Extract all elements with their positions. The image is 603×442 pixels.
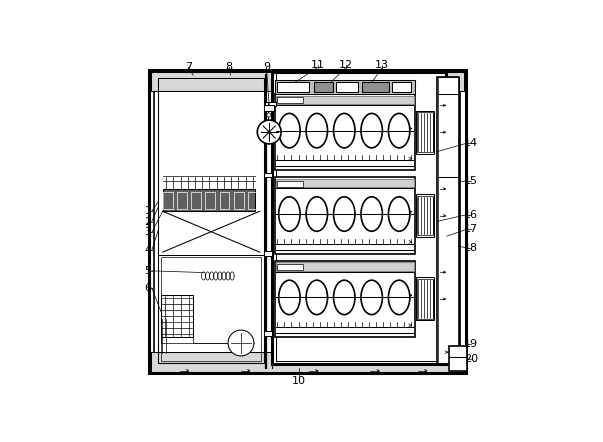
Bar — [275, 261, 414, 337]
Bar — [417, 196, 434, 235]
Bar — [264, 251, 273, 255]
Text: 7: 7 — [185, 61, 192, 72]
Bar — [158, 77, 264, 363]
Text: 1: 1 — [145, 206, 151, 216]
Bar — [248, 192, 258, 209]
Bar — [158, 255, 264, 363]
Bar — [276, 179, 414, 187]
Text: 20: 20 — [464, 354, 478, 364]
Ellipse shape — [306, 114, 327, 148]
Text: 15: 15 — [464, 175, 478, 186]
Bar — [191, 192, 201, 209]
Bar — [149, 70, 466, 373]
Bar — [163, 189, 254, 211]
Text: 10: 10 — [292, 377, 306, 386]
Bar — [219, 192, 230, 209]
Bar — [275, 94, 414, 171]
Text: 17: 17 — [464, 225, 478, 234]
Bar — [415, 111, 434, 154]
Bar — [276, 263, 414, 271]
Bar — [161, 295, 194, 337]
Text: 6: 6 — [145, 283, 151, 293]
Bar — [277, 181, 303, 187]
Circle shape — [267, 113, 271, 117]
Ellipse shape — [388, 280, 410, 315]
Text: 14: 14 — [464, 138, 478, 148]
Ellipse shape — [279, 114, 300, 148]
Ellipse shape — [361, 114, 382, 148]
Ellipse shape — [361, 197, 382, 231]
Bar — [234, 192, 244, 209]
Ellipse shape — [333, 197, 355, 231]
Text: 18: 18 — [464, 243, 478, 253]
Bar — [276, 95, 414, 104]
Bar — [177, 192, 187, 209]
Bar — [206, 192, 215, 209]
Text: 9: 9 — [263, 61, 270, 72]
Ellipse shape — [388, 114, 410, 148]
Bar — [154, 75, 461, 368]
Bar — [277, 264, 303, 270]
Bar — [275, 80, 414, 94]
Bar — [415, 278, 434, 320]
Bar — [438, 77, 459, 363]
Ellipse shape — [279, 197, 300, 231]
Ellipse shape — [306, 197, 327, 231]
Text: 13: 13 — [375, 60, 389, 70]
Bar — [264, 173, 273, 177]
Text: 11: 11 — [311, 60, 324, 70]
Bar — [276, 72, 446, 361]
Circle shape — [257, 120, 281, 144]
Bar — [163, 192, 173, 209]
Bar — [151, 72, 464, 91]
Ellipse shape — [306, 280, 327, 315]
Bar — [273, 72, 446, 365]
Bar — [264, 332, 273, 335]
Circle shape — [228, 330, 254, 356]
Bar — [275, 177, 414, 254]
Text: 4: 4 — [145, 245, 151, 255]
Text: 2: 2 — [145, 217, 151, 226]
Ellipse shape — [279, 280, 300, 315]
Text: 16: 16 — [464, 210, 478, 220]
Text: 3: 3 — [145, 227, 151, 237]
Bar — [437, 77, 459, 365]
Bar — [265, 102, 276, 106]
Bar — [362, 82, 389, 92]
Bar — [161, 257, 261, 361]
Bar — [151, 352, 464, 372]
Bar — [393, 82, 411, 92]
Ellipse shape — [388, 197, 410, 231]
Ellipse shape — [361, 280, 382, 315]
Bar — [264, 106, 274, 111]
Text: 5: 5 — [145, 266, 151, 276]
Bar — [415, 194, 434, 237]
Bar — [277, 82, 309, 92]
Ellipse shape — [333, 114, 355, 148]
Text: 19: 19 — [464, 339, 478, 349]
Bar — [336, 82, 358, 92]
Text: 12: 12 — [339, 60, 353, 70]
Bar — [417, 279, 434, 319]
Ellipse shape — [333, 280, 355, 315]
Text: 8: 8 — [226, 61, 233, 72]
Bar — [449, 346, 467, 371]
Bar — [417, 112, 434, 152]
Bar — [314, 82, 333, 92]
Bar — [277, 97, 303, 103]
